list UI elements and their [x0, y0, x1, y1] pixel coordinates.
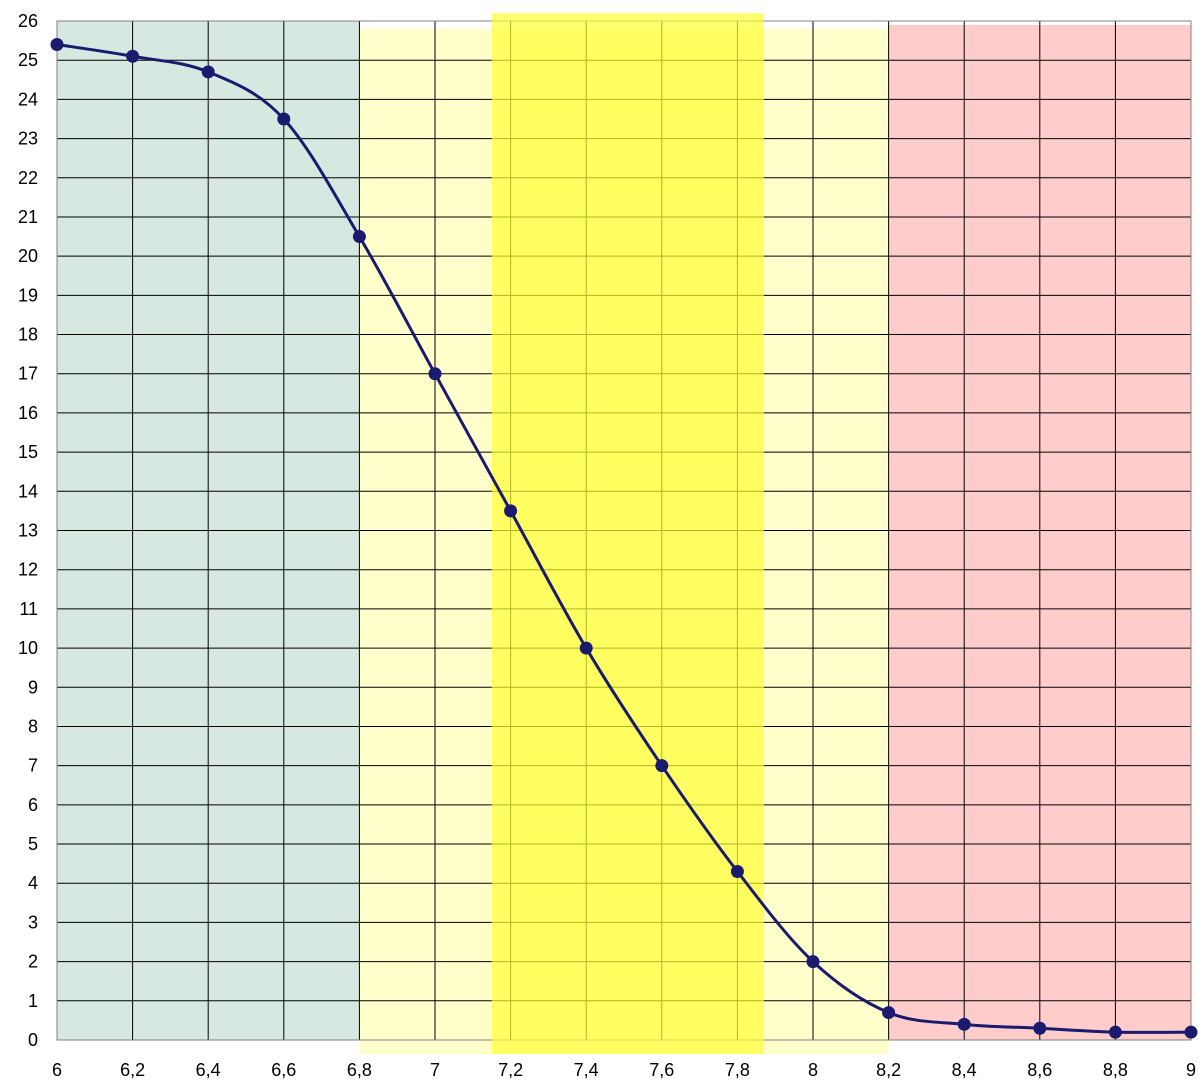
y-tick-label: 16: [18, 403, 38, 423]
y-tick-label: 6: [28, 795, 38, 815]
data-point: [352, 230, 366, 244]
x-tick-label: 6: [52, 1060, 62, 1080]
data-point: [126, 49, 140, 63]
highlight-overlay: [491, 13, 764, 1055]
data-point: [579, 641, 593, 655]
y-tick-label: 12: [18, 560, 38, 580]
series-points: [50, 38, 1198, 1039]
y-tick-label: 18: [18, 325, 38, 345]
data-point: [655, 759, 669, 773]
y-tick-label: 14: [18, 481, 38, 501]
y-tick-label: 19: [18, 285, 38, 305]
highlight-band: [491, 13, 764, 1055]
y-tick-label: 23: [18, 129, 38, 149]
x-tick-label: 8,4: [952, 1060, 977, 1080]
x-tick-label: 7,6: [649, 1060, 674, 1080]
data-point: [957, 1017, 971, 1031]
y-tick-label: 5: [28, 834, 38, 854]
y-tick-label: 17: [18, 364, 38, 384]
y-tick-label: 7: [28, 756, 38, 776]
y-tick-label: 15: [18, 442, 38, 462]
y-tick-label: 3: [28, 912, 38, 932]
x-tick-label: 6,6: [271, 1060, 296, 1080]
x-tick-label: 7,8: [725, 1060, 750, 1080]
y-tick-label: 8: [28, 716, 38, 736]
y-tick-label: 1: [28, 991, 38, 1011]
data-point: [730, 864, 744, 878]
y-tick-label: 0: [28, 1030, 38, 1050]
y-tick-label: 26: [18, 11, 38, 31]
x-tick-label: 7,2: [498, 1060, 523, 1080]
x-tick-label: 8,8: [1103, 1060, 1128, 1080]
y-tick-label: 24: [18, 89, 38, 109]
y-tick-label: 13: [18, 521, 38, 541]
x-tick-label: 6,4: [196, 1060, 221, 1080]
data-point: [201, 65, 215, 79]
data-point: [1184, 1025, 1198, 1039]
y-tick-label: 22: [18, 168, 38, 188]
y-tick-label: 11: [19, 599, 38, 619]
y-axis-tick-labels: 0123456789101112131415161718192021222324…: [18, 11, 38, 1050]
y-tick-label: 10: [18, 638, 38, 658]
x-tick-label: 6,8: [347, 1060, 372, 1080]
data-point: [882, 1006, 896, 1020]
data-point: [1033, 1021, 1047, 1035]
data-point: [504, 504, 518, 518]
x-tick-label: 7,4: [574, 1060, 599, 1080]
x-tick-label: 8,6: [1027, 1060, 1052, 1080]
data-point: [428, 367, 442, 381]
data-point: [277, 112, 291, 126]
data-point: [806, 955, 820, 969]
y-tick-label: 21: [18, 207, 38, 227]
y-tick-label: 4: [28, 873, 38, 893]
x-tick-label: 8,2: [876, 1060, 901, 1080]
data-point: [50, 38, 64, 52]
x-tick-label: 8: [808, 1060, 818, 1080]
x-tick-label: 7: [430, 1060, 440, 1080]
x-axis-tick-labels: 6 6,2 6,4 6,6 6,8 7 7,2 7,4 7,6 7,8 8 8,2 8,4 8,6 8,8 9: [52, 1060, 1196, 1080]
y-tick-label: 20: [18, 246, 38, 266]
y-tick-label: 25: [18, 50, 38, 70]
y-tick-label: 9: [28, 677, 38, 697]
y-tick-label: 2: [28, 952, 38, 972]
data-point: [1108, 1025, 1122, 1039]
x-tick-label: 9: [1186, 1060, 1196, 1080]
x-tick-label: 6,2: [120, 1060, 145, 1080]
